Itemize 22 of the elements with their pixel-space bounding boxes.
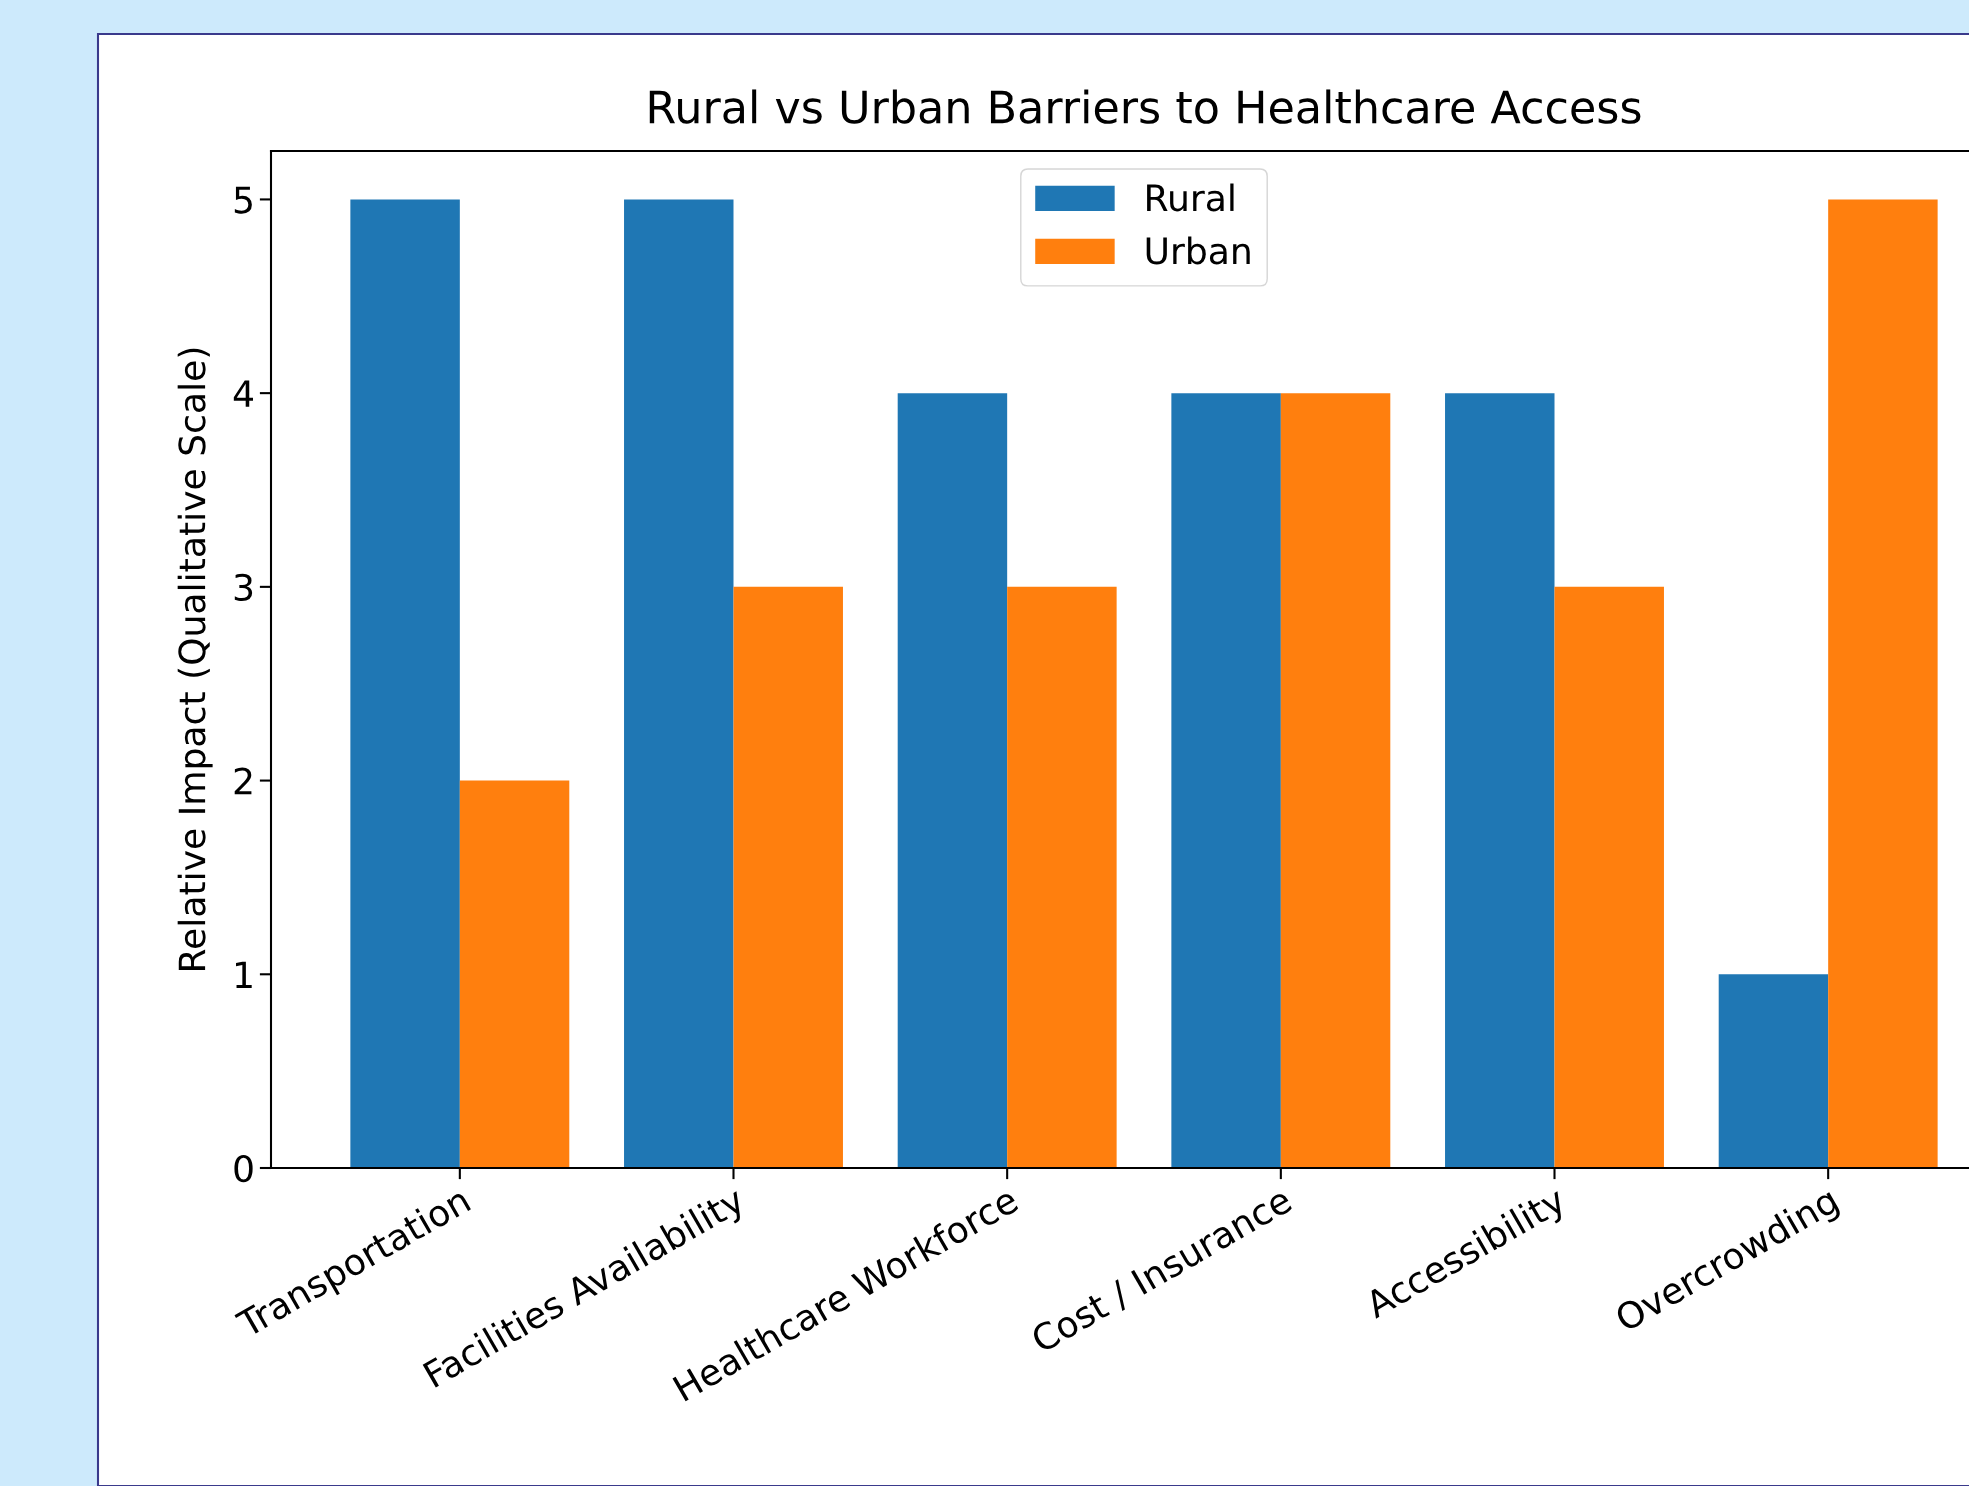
bar — [733, 586, 843, 1168]
bar — [624, 199, 734, 1168]
y-tick-label: 1 — [236, 961, 252, 989]
y-axis-title: Relative Impact (Qualitative Scale) — [177, 348, 213, 970]
y-tick-label: 2 — [234, 767, 252, 795]
bar — [1171, 393, 1281, 1168]
bar — [350, 199, 460, 1168]
bar — [1828, 199, 1938, 1168]
bar — [1554, 586, 1664, 1168]
bar — [1718, 974, 1829, 1168]
y-tick-label: 0 — [234, 1154, 253, 1183]
bar — [1280, 393, 1391, 1168]
legend-label: Rural — [1147, 183, 1234, 212]
bar — [1007, 586, 1117, 1168]
y-tick-label: 5 — [234, 186, 252, 214]
y-tick-label: 4 — [233, 380, 253, 407]
y-tick-label: 3 — [234, 573, 253, 602]
bar — [897, 393, 1008, 1168]
chart-title: Rural vs Urban Barriers to Healthcare Access — [649, 89, 1641, 124]
bar — [459, 780, 570, 1168]
bar — [1445, 393, 1555, 1168]
legend-label: Urban — [1146, 236, 1250, 265]
